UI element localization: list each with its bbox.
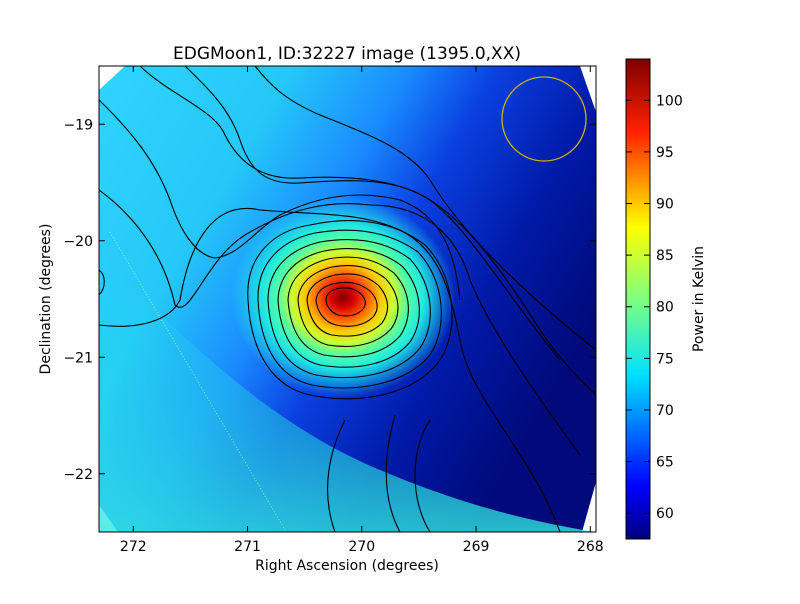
contour-line [99,189,581,456]
contour-line [99,208,561,532]
contour-loop [287,256,409,358]
contour-line [184,66,596,396]
x-axis-ticks: 272 271 270 269 268 [120,66,604,555]
x-tick-label: 268 [577,539,604,555]
colorbar-tick-label: 100 [656,93,683,109]
y-axis-label: Declination (degrees) [38,224,54,375]
contour-loop [297,264,399,347]
contour-loop [247,220,453,400]
y-tick-label: −19 [63,117,93,133]
chart-title: EDGMoon1, ID:32227 image (1395.0,XX) [173,44,521,64]
colorbar: 60 65 70 75 80 85 90 95 100 Power in Kelvin [625,58,707,540]
heatmap-image [99,66,596,532]
colorbar-tick-label: 80 [656,300,674,316]
colorbar-tick-label: 95 [656,145,674,161]
contour-loop [267,239,431,379]
y-tick-label: −21 [63,350,93,366]
y-tick-label: −20 [63,234,93,250]
contour-loop [325,287,366,317]
contour-line [139,66,561,361]
contour-loop [315,281,378,327]
x-tick-label: 272 [120,539,147,555]
colorbar-tick-label: 70 [656,403,674,419]
contour-line [99,99,461,301]
beam-circle [501,76,587,162]
contour-line [254,66,596,351]
y-axis-ticks: −19 −20 −21 −22 [63,117,596,483]
contour-line [385,414,401,532]
contour-line [414,419,431,532]
faint-diagonal-line [109,231,286,531]
peak-hotspot [231,197,455,397]
contour-line [327,419,346,532]
contour-line [99,269,105,296]
colorbar-tick-label: 65 [656,455,674,471]
y-tick-label: −22 [63,467,93,483]
contour-loop [306,273,389,337]
x-axis-label: Right Ascension (degrees) [255,558,439,574]
contour-loop [277,248,420,368]
colorbar-tick-label: 90 [656,197,674,213]
bottom-cyan-region [99,260,596,532]
colorbar-ticks: 60 65 70 75 80 85 90 95 100 [626,93,683,522]
colorbar-gradient [625,58,651,540]
colorbar-tick-label: 60 [656,506,674,522]
colorbar-tick-label: 85 [656,248,674,264]
x-tick-label: 269 [463,539,490,555]
colorbar-label: Power in Kelvin [691,246,707,352]
colorbar-tick-label: 75 [656,351,674,367]
x-tick-label: 271 [234,539,261,555]
x-tick-label: 270 [348,539,375,555]
contour-loop [257,229,442,389]
contour-lines [99,66,596,532]
plot-frame [98,65,597,533]
